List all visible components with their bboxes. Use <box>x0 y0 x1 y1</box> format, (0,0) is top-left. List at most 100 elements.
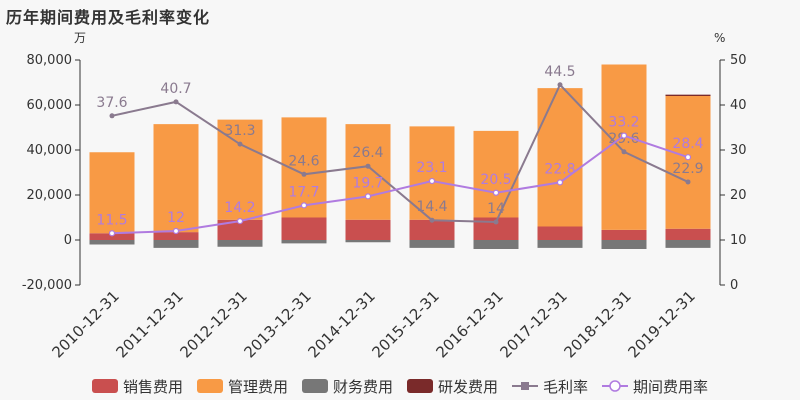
bar-0-7[interactable] <box>537 226 583 241</box>
bar-0-3[interactable] <box>281 217 327 241</box>
legend-label-rnd: 研发费用 <box>438 377 499 396</box>
bar-0-1[interactable] <box>153 232 199 240</box>
bar-2-4[interactable] <box>345 240 391 243</box>
legend: 销售费用 管理费用 财务费用 研发费用 毛利率 期间费用率 <box>0 374 800 398</box>
expense-ratio-point[interactable] <box>172 227 180 235</box>
line-layer: 37.6 40.7 31.3 24.6 26.4 14.4 14 44.5 29.6 22.9 11… <box>96 64 704 237</box>
bar-layer <box>89 64 711 249</box>
bar-2-5[interactable] <box>409 240 455 248</box>
x-tick-label: 2011-12-31 <box>112 287 186 361</box>
x-tick-label: 2016-12-31 <box>432 287 506 361</box>
bar-2-3[interactable] <box>281 240 327 244</box>
gross-margin-point[interactable] <box>237 141 243 147</box>
right-tick-label: 20 <box>730 188 747 203</box>
x-tick-label: 2015-12-31 <box>368 287 442 361</box>
bar-2-8[interactable] <box>601 240 647 249</box>
legend-swatch-expense-ratio <box>602 379 629 393</box>
expense-ratio-label: 28.4 <box>672 136 703 152</box>
bar-2-6[interactable] <box>473 240 519 249</box>
legend-label-finance: 财务费用 <box>332 377 393 396</box>
legend-swatch-gross-margin <box>512 379 539 393</box>
gross-margin-point[interactable] <box>557 82 563 88</box>
legend-swatch-rnd <box>407 379 433 393</box>
bar-0-5[interactable] <box>409 219 455 240</box>
legend-item-gross-margin[interactable]: 毛利率 <box>512 376 588 397</box>
left-tick-label: 40,000 <box>27 143 73 158</box>
x-tick-label: 2017-12-31 <box>496 287 570 361</box>
line-series-0 <box>111 83 689 224</box>
gross-margin-point[interactable] <box>365 163 371 169</box>
bar-1-1[interactable] <box>153 124 199 233</box>
expense-ratio-label: 33.2 <box>608 115 639 131</box>
legend-item-finance[interactable]: 财务费用 <box>301 376 393 397</box>
legend-label-admin: 管理费用 <box>227 377 288 396</box>
bar-2-0[interactable] <box>89 240 135 245</box>
left-tick-label: 60,000 <box>27 98 73 113</box>
expense-ratio-point[interactable] <box>108 230 116 237</box>
legend-label-expense-ratio: 期间费用率 <box>633 377 709 396</box>
expense-ratio-label: 19.7 <box>352 175 383 191</box>
bar-2-2[interactable] <box>217 240 263 247</box>
bar-2-7[interactable] <box>537 240 583 248</box>
expense-ratio-point[interactable] <box>364 193 372 200</box>
bar-0-2[interactable] <box>217 219 263 240</box>
bar-1-7[interactable] <box>537 88 583 227</box>
legend-item-expense-ratio[interactable]: 期间费用率 <box>602 376 708 397</box>
expense-ratio-label: 14.2 <box>224 200 255 216</box>
right-tick-label: 0 <box>730 278 738 293</box>
legend-item-rnd[interactable]: 研发费用 <box>407 376 498 397</box>
gross-margin-point[interactable] <box>301 171 307 177</box>
bar-2-1[interactable] <box>153 240 199 248</box>
legend-item-admin[interactable]: 管理费用 <box>196 376 288 397</box>
expense-ratio-label: 23.1 <box>416 160 447 176</box>
bar-1-4[interactable] <box>345 124 391 220</box>
x-tick-label: 2012-12-31 <box>176 287 250 361</box>
gross-margin-label: 24.6 <box>288 153 319 169</box>
expense-ratio-point[interactable] <box>236 218 244 225</box>
expense-ratio-label: 17.7 <box>288 184 319 200</box>
expense-ratio-label: 11.5 <box>96 212 127 228</box>
gross-margin-point[interactable] <box>173 99 179 105</box>
gross-margin-label: 22.9 <box>672 161 703 177</box>
bar-0-8[interactable] <box>601 229 647 240</box>
gross-margin-label: 37.6 <box>96 95 127 111</box>
x-tick-label: 2013-12-31 <box>240 287 314 361</box>
expense-ratio-point[interactable] <box>684 154 692 161</box>
right-tick-label: 50 <box>730 53 747 68</box>
gross-margin-point[interactable] <box>493 219 499 225</box>
chart-title: 历年期间费用及毛利率变化 <box>6 8 211 27</box>
bar-1-9[interactable] <box>665 96 711 229</box>
legend-swatch-admin <box>196 379 223 393</box>
legend-item-sales[interactable]: 销售费用 <box>91 376 183 397</box>
left-tick-label: 80,000 <box>27 53 73 68</box>
bar-1-6[interactable] <box>473 130 519 218</box>
expense-ratio-point[interactable] <box>492 189 500 196</box>
gross-margin-point[interactable] <box>685 179 691 185</box>
bar-0-9[interactable] <box>665 228 711 240</box>
left-tick-label: 20,000 <box>27 188 73 203</box>
gross-margin-label: 14.4 <box>416 199 447 215</box>
gross-margin-label: 31.3 <box>224 123 255 139</box>
expense-ratio-point[interactable] <box>556 179 564 186</box>
bar-1-0[interactable] <box>89 152 135 234</box>
bar-1-5[interactable] <box>409 126 455 220</box>
expense-ratio-point[interactable] <box>300 202 308 209</box>
right-tick-label: 30 <box>730 143 747 158</box>
legend-label-gross-margin: 毛利率 <box>543 377 589 396</box>
x-tick-label: 2014-12-31 <box>304 287 378 361</box>
bar-0-0[interactable] <box>89 233 135 240</box>
expense-ratio-point[interactable] <box>428 177 436 185</box>
legend-label-sales: 销售费用 <box>122 377 183 396</box>
bar-3-9[interactable] <box>665 94 711 96</box>
bar-1-2[interactable] <box>217 119 263 220</box>
gross-margin-point[interactable] <box>109 113 115 119</box>
gross-margin-point[interactable] <box>429 217 435 223</box>
expense-ratio-label: 22.8 <box>544 161 575 177</box>
left-tick-label: -20,000 <box>22 278 72 293</box>
bar-0-4[interactable] <box>345 219 391 240</box>
right-tick-label: 40 <box>730 98 747 113</box>
gross-margin-point[interactable] <box>621 149 627 155</box>
bar-2-9[interactable] <box>665 240 711 248</box>
bar-0-6[interactable] <box>473 217 519 241</box>
expense-ratio-point[interactable] <box>620 132 628 139</box>
